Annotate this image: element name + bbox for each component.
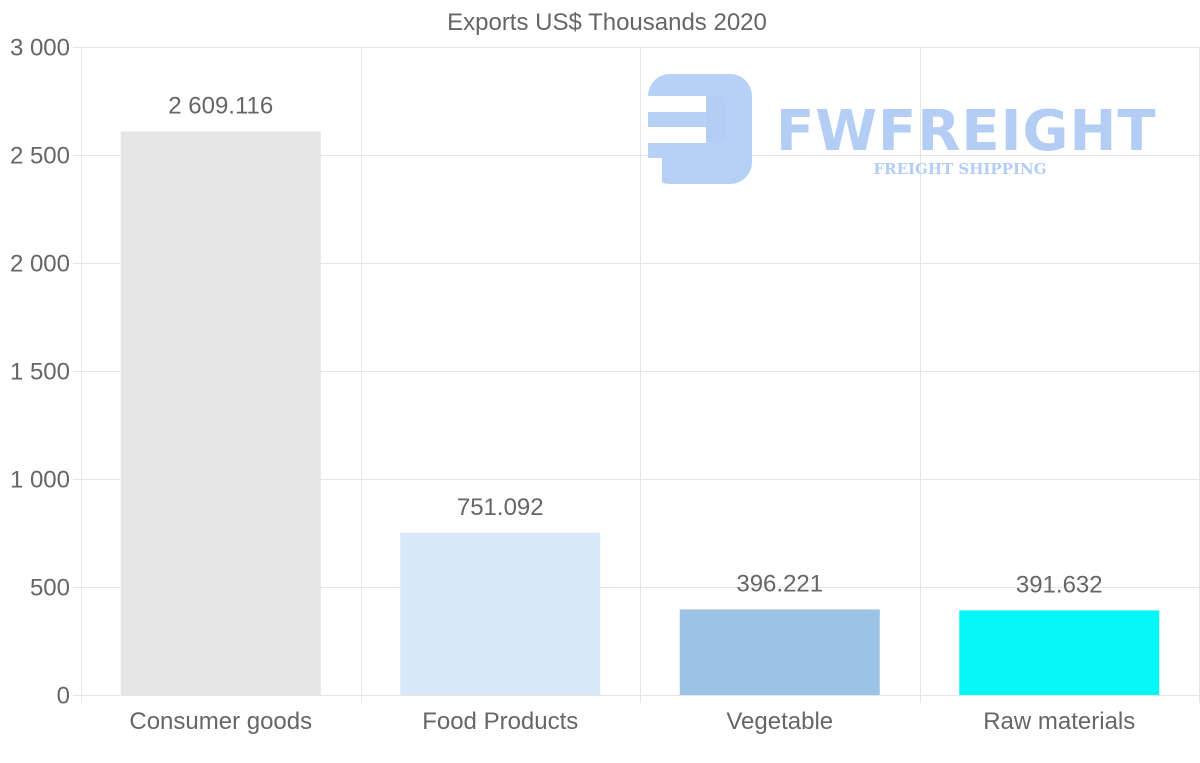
bar bbox=[120, 131, 321, 696]
bar bbox=[959, 610, 1160, 695]
bars bbox=[120, 131, 1160, 696]
watermark-logo: FWFREIGHT FREIGHT SHIPPING bbox=[648, 74, 1157, 184]
y-tick-label: 2 000 bbox=[10, 251, 70, 278]
y-tick-label: 500 bbox=[30, 575, 70, 602]
bar bbox=[400, 532, 601, 695]
fw-logo-icon bbox=[648, 74, 752, 184]
data-label: 751.092 bbox=[457, 494, 544, 521]
y-tick-label: 1 500 bbox=[10, 359, 70, 386]
y-tick-label: 0 bbox=[57, 683, 70, 710]
y-tick-label: 1 000 bbox=[10, 467, 70, 494]
x-tick-label: Vegetable bbox=[726, 708, 833, 735]
x-axis: Consumer goods Food Products Vegetable Raw … bbox=[129, 708, 1135, 735]
watermark-brand: FWFREIGHT bbox=[776, 99, 1157, 164]
y-tick-label: 3 000 bbox=[10, 35, 70, 62]
data-labels: 2 609.116 751.092 396.221 391.632 bbox=[168, 92, 1102, 598]
data-label: 396.221 bbox=[736, 570, 823, 597]
x-tick-label: Raw materials bbox=[983, 708, 1135, 735]
y-axis: 0 500 1 000 1 500 2 000 2 500 3 000 bbox=[10, 35, 70, 710]
x-tick-label: Consumer goods bbox=[129, 708, 312, 735]
data-label: 2 609.116 bbox=[168, 92, 273, 119]
watermark-tagline: FREIGHT SHIPPING bbox=[873, 160, 1046, 178]
chart-title: Exports US$ Thousands 2020 bbox=[447, 9, 767, 36]
x-tick-label: Food Products bbox=[422, 708, 578, 735]
data-label: 391.632 bbox=[1016, 571, 1103, 598]
y-tick-label: 2 500 bbox=[10, 143, 70, 170]
bar bbox=[679, 609, 880, 695]
